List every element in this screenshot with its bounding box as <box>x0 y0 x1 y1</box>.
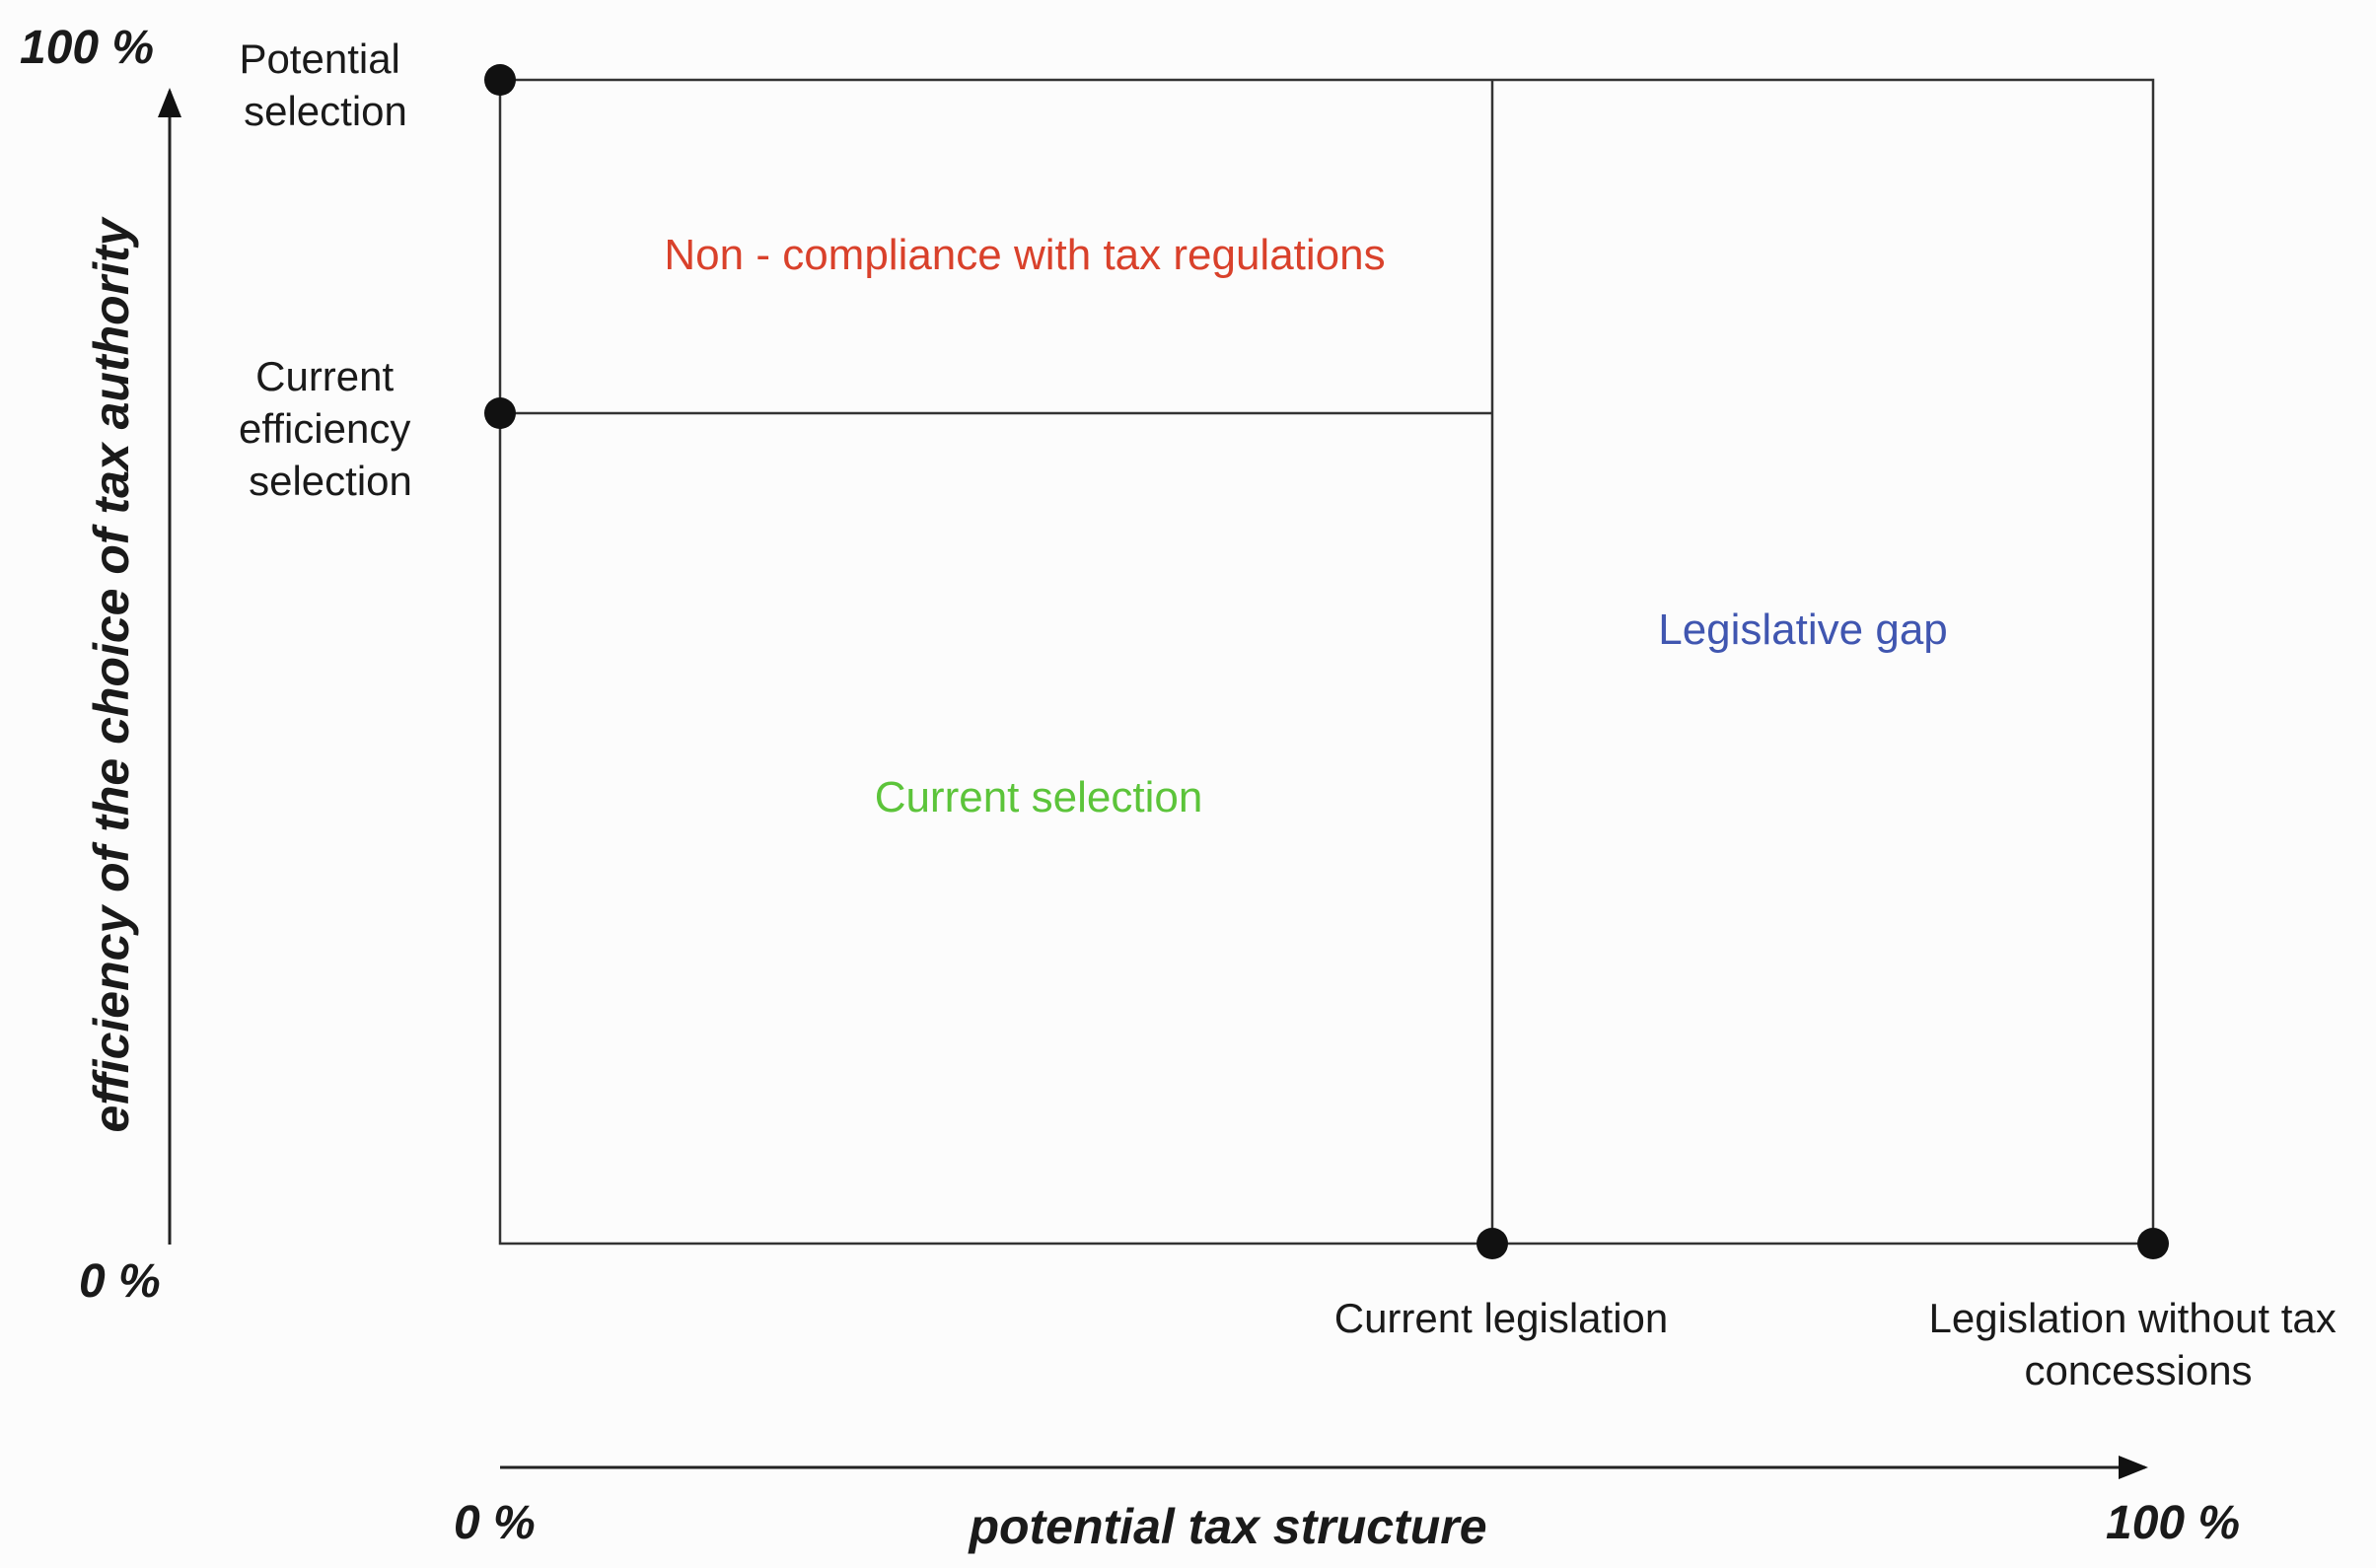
y-axis-max-label: 100 % <box>20 22 154 74</box>
current-legislation-dot <box>1476 1228 1508 1259</box>
legislation-without-concessions-label: Legislation without tax concessions <box>1929 1295 2348 1393</box>
outer-frame <box>498 78 2155 1246</box>
current-selection-region-label: Current selection <box>875 773 1203 821</box>
current-efficiency-line-1: Current <box>255 353 394 399</box>
current-legislation-line-1: Current legislation <box>1334 1295 1669 1341</box>
x-axis-max-label: 100 % <box>2106 1497 2240 1549</box>
y-axis-min-label: 0 % <box>79 1255 161 1308</box>
y-axis-title: efficiency of the choice of tax authorit… <box>84 216 139 1132</box>
potential-selection-dot <box>484 64 516 96</box>
legislative-gap-region-label: Legislative gap <box>1658 606 1948 654</box>
legislation-without-concessions-line-2: concessions <box>2024 1347 2252 1393</box>
legislation-without-concessions-dot <box>2137 1228 2169 1259</box>
current-efficiency-line-2: efficiency <box>239 405 410 452</box>
potential-selection-line-1: Potential <box>239 36 399 82</box>
legislation-without-concessions-line-1: Legislation without tax <box>1929 1295 2337 1341</box>
non-compliance-region-label: Non - compliance with tax regulations <box>664 231 1385 279</box>
x-axis-min-label: 0 % <box>454 1497 536 1549</box>
current-legislation-label: Current legislation <box>1334 1295 1669 1341</box>
current-efficiency-label: Current efficiency selection <box>239 353 422 504</box>
potential-selection-label: Potential selection <box>239 36 411 134</box>
x-axis-title: potential tax structure <box>967 1499 1486 1554</box>
current-efficiency-dot <box>484 397 516 429</box>
current-efficiency-line-3: selection <box>249 458 412 504</box>
potential-selection-line-2: selection <box>244 88 407 134</box>
